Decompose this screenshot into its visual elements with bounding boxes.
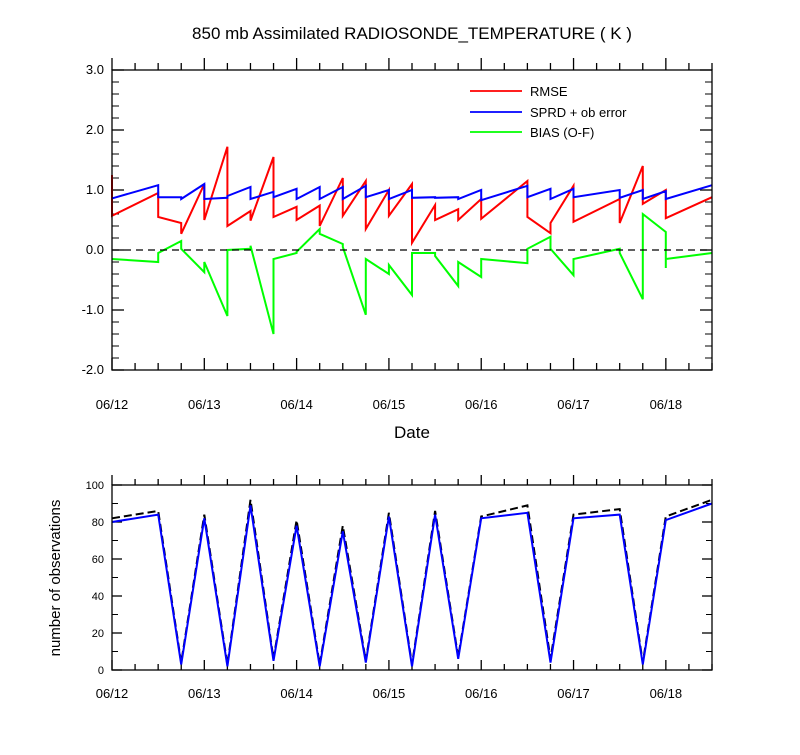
bottom-y-tick-label: 40 <box>92 591 104 603</box>
y-axis-label: number of observations <box>47 500 64 657</box>
top-x-tick-label: 06/17 <box>557 397 590 412</box>
series-used-line <box>111 502 713 667</box>
bottom-x-tick-label: 06/18 <box>650 686 683 701</box>
bottom-x-tick-label: 06/15 <box>373 686 406 701</box>
bottom-y-tick-label: 0 <box>98 665 104 677</box>
bottom-y-tick-label: 60 <box>92 554 104 566</box>
top-x-tick-label: 06/18 <box>650 397 683 412</box>
bottom-y-tick-label: 80 <box>92 517 104 529</box>
x-axis-label: Date <box>394 423 430 442</box>
top-y-tick-label: -2.0 <box>82 362 104 377</box>
top-x-tick-label: 06/12 <box>96 397 129 412</box>
top-y-tick-label: 1.0 <box>86 182 104 197</box>
top-y-tick-label: 3.0 <box>86 62 104 77</box>
series-bias-o-f-line <box>111 211 713 335</box>
bottom-chart-series <box>111 498 713 667</box>
bottom-x-tick-label: 06/16 <box>465 686 498 701</box>
bottom-chart: 0 20 40 60 80 100 06/12 06/13 06/14 06/15 06/16 06/… <box>47 475 713 701</box>
top-chart-series <box>111 146 713 335</box>
top-chart: 850 mb Assimilated RADIOSONDE_TEMPERATUR… <box>82 24 713 442</box>
bottom-x-tick-label: 06/17 <box>557 686 590 701</box>
top-x-tick-label: 06/15 <box>373 397 406 412</box>
series-sprd-ob-error-line <box>111 182 713 202</box>
top-y-tick-label: 2.0 <box>86 122 104 137</box>
top-y-tick-label: -1.0 <box>82 302 104 317</box>
bottom-x-tick-label: 06/14 <box>280 686 313 701</box>
top-chart-ticks: -2.0 -1.0 0.0 1.0 2.0 3.0 06/12 06/13 06/14 06/15… <box>82 58 713 412</box>
legend-label-sprd: SPRD + ob error <box>530 105 627 120</box>
bottom-chart-frame <box>111 484 713 671</box>
chart-title: 850 mb Assimilated RADIOSONDE_TEMPERATUR… <box>192 24 632 43</box>
top-x-tick-label: 06/14 <box>280 397 313 412</box>
top-x-tick-label: 06/13 <box>188 397 221 412</box>
bottom-y-tick-label: 100 <box>86 480 104 492</box>
top-y-tick-label: 0.0 <box>86 242 104 257</box>
top-x-tick-label: 06/16 <box>465 397 498 412</box>
legend-label-bias: BIAS (O-F) <box>530 125 594 140</box>
legend: RMSE SPRD + ob error BIAS (O-F) <box>470 84 627 140</box>
top-chart-frame <box>111 69 713 371</box>
bottom-chart-ticks: 0 20 40 60 80 100 06/12 06/13 06/14 06/15 06/16 06/… <box>86 475 713 701</box>
bottom-x-tick-label: 06/13 <box>188 686 221 701</box>
legend-label-rmse: RMSE <box>530 84 568 99</box>
bottom-y-tick-label: 20 <box>92 628 104 640</box>
bottom-x-tick-label: 06/12 <box>96 686 129 701</box>
